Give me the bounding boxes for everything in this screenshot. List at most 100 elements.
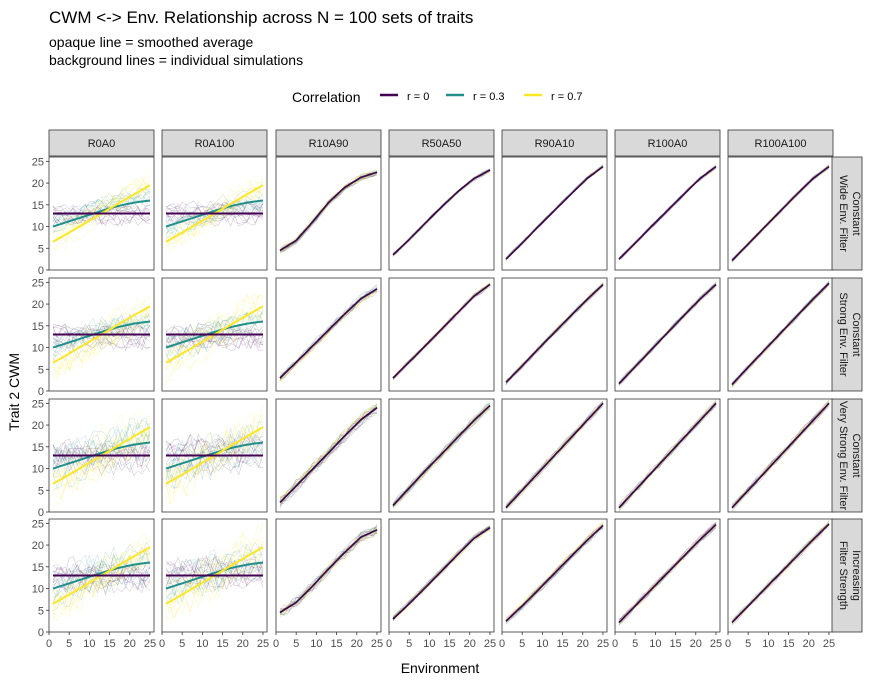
x-tick-label: 5 [745,638,751,650]
simulation-line [52,453,151,473]
simulation-line [392,408,491,508]
simulation-line [618,401,717,505]
facet-row-strip-label: Constant [850,191,862,235]
x-tick-label: 0 [499,638,505,650]
panel-border [48,398,155,513]
panel-R0A100-row-4: 0 5 10 15 20 25 [159,518,269,650]
x-tick-label: 10 [196,638,208,650]
x-tick-label: 15 [103,638,115,650]
facet-strip-label: R0A100 [195,138,235,150]
simulation-line [392,526,491,618]
panel-border [275,277,382,392]
panel-border [161,156,268,271]
simulation-line [165,449,264,468]
simulation-line [165,292,264,354]
simulation-line [52,322,151,361]
simulation-line [165,309,264,340]
simulation-line [279,409,378,507]
panel-lines [731,280,830,388]
simulation-line [392,529,491,621]
panel-lines [505,282,604,386]
simulation-line [52,312,151,370]
simulation-line [279,172,378,252]
simulation-line [52,308,151,375]
facet-strip-R100A0 [614,129,721,157]
facet-strip-label: R10A90 [309,138,349,150]
panel-R50A50-row-3 [388,398,495,513]
x-tick-label: 25 [710,638,722,650]
x-tick-label: 25 [144,638,156,650]
smoothed-average-line-r03 [52,561,151,590]
y-tick-label: 20 [32,299,44,311]
panel-lines [392,168,491,257]
simulation-line [618,400,717,504]
simulation-line [731,524,830,624]
simulation-line [52,411,151,474]
panel-R10A90-row-1 [275,156,382,271]
panel-lines [731,399,830,512]
simulation-line [505,284,604,383]
x-tick-label: 25 [371,638,383,650]
simulation-line [618,523,717,622]
simulation-line [52,421,151,489]
y-tick-label: 0 [38,507,44,519]
y-tick-label: 25 [32,156,44,168]
y-tick-label: 5 [38,605,44,617]
x-tick-label: 10 [423,638,435,650]
simulation-line [52,566,151,584]
panel-border [501,518,608,633]
panel-R0A100-row-2 [161,277,268,392]
simulation-line [165,415,264,482]
panel-R100A0-row-1 [614,156,721,271]
simulation-line [392,406,491,508]
panel-R100A100-row-4: 0 5 10 15 20 25 [725,518,835,650]
x-tick-label: 0 [273,638,279,650]
simulation-line [505,282,604,382]
simulation-line [165,544,264,618]
simulation-line [279,171,378,250]
simulation-line [165,188,264,249]
simulation-line [165,558,264,623]
smoothed-average-line-r0 [279,407,378,503]
simulation-line [279,173,378,253]
simulation-line [165,210,264,223]
simulation-line [52,577,151,597]
simulation-line [618,399,717,506]
simulation-line [52,448,151,469]
simulation-line [279,407,378,500]
simulation-line [165,293,264,349]
smoothed-average-line-r03 [165,561,264,590]
simulation-line [731,167,830,262]
simulation-line [165,320,264,357]
simulation-line [165,429,264,505]
x-tick-label: 5 [66,638,72,650]
facet-strip-label: R100A0 [648,138,688,150]
simulation-line [279,169,378,250]
simulation-line [392,526,491,618]
simulation-line [165,185,264,242]
x-tick-label: 20 [803,638,815,650]
x-tick-label: 0 [725,638,731,650]
simulation-line [392,403,491,505]
panel-border [388,156,495,271]
simulation-line [165,203,264,236]
simulation-line [52,539,151,619]
simulation-line [165,335,264,349]
simulation-line [52,325,151,365]
smoothed-average-line-r03 [52,199,151,228]
simulation-line [731,280,830,383]
simulation-line [165,433,264,452]
simulation-line [165,443,264,464]
panel-border [161,277,268,392]
simulation-line [505,164,604,260]
facet-strip-R90A10 [501,129,608,157]
x-tick-label: 0 [46,638,52,650]
x-tick-label: 0 [386,638,392,650]
y-tick-label: 15 [32,562,44,574]
simulation-line [505,284,604,384]
simulation-line [165,310,264,345]
simulation-line [279,291,378,383]
panel-border [275,518,382,633]
simulation-line [165,437,264,458]
